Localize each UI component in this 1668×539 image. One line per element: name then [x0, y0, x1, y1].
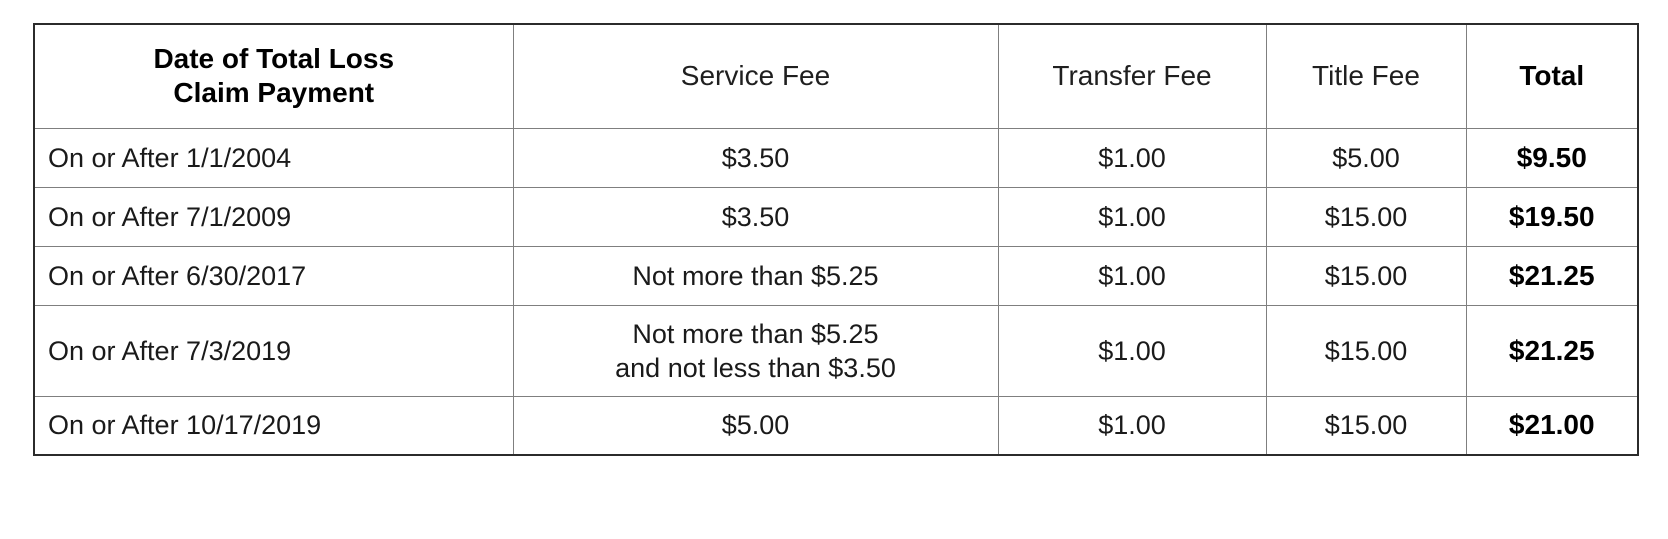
cell-service-fee: Not more than $5.25 and not less than $3… — [512, 304, 999, 397]
cell-total: $19.50 — [1465, 186, 1639, 247]
column-header-title-fee: Title Fee — [1265, 23, 1467, 129]
column-header-transfer-fee: Transfer Fee — [997, 23, 1267, 129]
cell-service-fee: $3.50 — [512, 186, 999, 247]
column-header-date-of-total-loss: Date of Total Loss Claim Payment — [33, 23, 514, 129]
header-row: Date of Total Loss Claim Payment Service… — [33, 23, 1639, 129]
total-loss-fee-table: Date of Total Loss Claim Payment Service… — [33, 23, 1639, 456]
table-row: On or After 1/1/2004 $3.50 $1.00 $5.00 $… — [33, 127, 1639, 188]
cell-service-fee: Not more than $5.25 — [512, 245, 999, 306]
cell-transfer-fee: $1.00 — [997, 304, 1267, 397]
cell-title-fee: $5.00 — [1265, 127, 1467, 188]
cell-date: On or After 7/3/2019 — [33, 304, 514, 397]
cell-total: $21.25 — [1465, 245, 1639, 306]
cell-date: On or After 10/17/2019 — [33, 395, 514, 456]
cell-title-fee: $15.00 — [1265, 186, 1467, 247]
table-row: On or After 10/17/2019 $5.00 $1.00 $15.0… — [33, 395, 1639, 456]
column-header-total: Total — [1465, 23, 1639, 129]
cell-service-fee: $5.00 — [512, 395, 999, 456]
table-body: On or After 1/1/2004 $3.50 $1.00 $5.00 $… — [33, 127, 1639, 456]
cell-total: $21.25 — [1465, 304, 1639, 397]
cell-transfer-fee: $1.00 — [997, 395, 1267, 456]
cell-title-fee: $15.00 — [1265, 395, 1467, 456]
cell-date: On or After 7/1/2009 — [33, 186, 514, 247]
table-row: On or After 7/3/2019 Not more than $5.25… — [33, 304, 1639, 397]
column-header-service-fee: Service Fee — [512, 23, 999, 129]
cell-title-fee: $15.00 — [1265, 304, 1467, 397]
cell-service-fee: $3.50 — [512, 127, 999, 188]
table-row: On or After 6/30/2017 Not more than $5.2… — [33, 245, 1639, 306]
table-row: On or After 7/1/2009 $3.50 $1.00 $15.00 … — [33, 186, 1639, 247]
cell-total: $21.00 — [1465, 395, 1639, 456]
cell-date: On or After 6/30/2017 — [33, 245, 514, 306]
cell-date: On or After 1/1/2004 — [33, 127, 514, 188]
cell-title-fee: $15.00 — [1265, 245, 1467, 306]
cell-transfer-fee: $1.00 — [997, 245, 1267, 306]
cell-transfer-fee: $1.00 — [997, 186, 1267, 247]
cell-transfer-fee: $1.00 — [997, 127, 1267, 188]
cell-total: $9.50 — [1465, 127, 1639, 188]
